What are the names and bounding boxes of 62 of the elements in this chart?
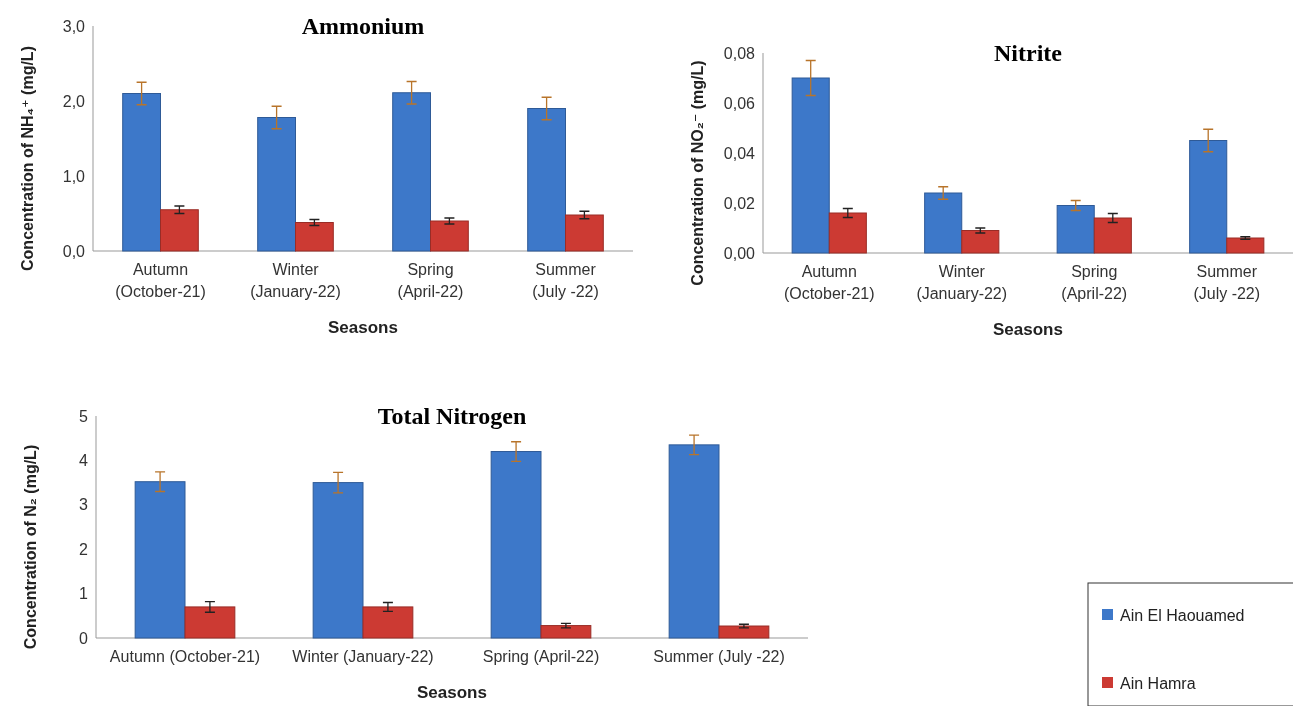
y-tick-label: 2 bbox=[79, 540, 89, 558]
y-tick-label: 0 bbox=[79, 629, 89, 647]
bar bbox=[540, 625, 592, 639]
y-tick-label: 3 bbox=[79, 496, 89, 514]
y-tick-label: 0,02 bbox=[723, 194, 756, 212]
y-axis-title: Concentration of NO₂⁻ (mg/L) bbox=[689, 60, 706, 286]
x-axis-title: Seasons bbox=[993, 320, 1063, 339]
y-tick-label: 1 bbox=[79, 585, 89, 603]
y-tick-label: 0,04 bbox=[723, 144, 756, 162]
chart-title: Total Nitrogen bbox=[377, 403, 527, 429]
bar bbox=[392, 92, 431, 252]
chart-title: Nitrite bbox=[994, 40, 1063, 66]
y-tick-label: 2,0 bbox=[62, 92, 86, 110]
chart-title: Ammonium bbox=[301, 13, 425, 39]
bar bbox=[295, 222, 334, 252]
x-tick-label: Winter (January-22) bbox=[916, 263, 1008, 302]
bar bbox=[1093, 217, 1132, 254]
y-tick-label: 1,0 bbox=[62, 167, 86, 185]
x-tick-label: Autumn (October-21) bbox=[783, 263, 875, 302]
bar bbox=[924, 192, 963, 254]
y-tick-label: 5 bbox=[79, 407, 89, 425]
bar bbox=[362, 606, 414, 639]
x-tick-label: Winter (January-22) bbox=[250, 261, 341, 300]
bar bbox=[1226, 237, 1265, 254]
bar bbox=[961, 230, 1000, 254]
legend-label: Ain El Haouamed bbox=[1120, 606, 1245, 624]
bar bbox=[312, 482, 364, 639]
y-axis-title: Concentration of NH₄⁺ (mg/L) bbox=[19, 46, 36, 271]
x-tick-label: Autumn (October-21) bbox=[109, 648, 261, 665]
x-tick-label: Autumn (October-21) bbox=[115, 261, 206, 300]
bar bbox=[490, 451, 542, 639]
bar bbox=[430, 220, 469, 252]
x-axis-title: Seasons bbox=[417, 683, 487, 702]
bar bbox=[791, 77, 830, 254]
y-tick-label: 0,0 bbox=[62, 242, 86, 260]
x-tick-label: Winter (January-22) bbox=[292, 648, 434, 665]
bar bbox=[828, 212, 867, 254]
bar bbox=[718, 625, 770, 639]
x-tick-label: Summer (July -22) bbox=[1193, 263, 1261, 302]
y-tick-label: 0,06 bbox=[723, 94, 756, 112]
x-tick-label: Spring (April-22) bbox=[1061, 263, 1128, 302]
bar bbox=[1189, 140, 1228, 254]
y-axis-title: Concentration of N₂ (mg/L) bbox=[22, 444, 39, 650]
bar bbox=[122, 93, 161, 252]
x-tick-label: Summer (July -22) bbox=[532, 261, 599, 300]
bar bbox=[565, 214, 604, 252]
bar bbox=[184, 606, 236, 639]
bar bbox=[668, 444, 720, 639]
bar bbox=[257, 117, 296, 252]
y-tick-label: 0,00 bbox=[723, 244, 756, 262]
bar bbox=[527, 108, 566, 252]
bar bbox=[160, 209, 199, 252]
x-tick-label: Spring (April-22) bbox=[482, 648, 600, 665]
bar bbox=[134, 481, 186, 639]
y-tick-label: 0,08 bbox=[723, 44, 756, 62]
bar bbox=[1056, 205, 1095, 254]
x-axis-title: Seasons bbox=[328, 318, 398, 337]
x-tick-label: Spring (April-22) bbox=[397, 261, 464, 300]
x-tick-label: Summer (July -22) bbox=[653, 648, 785, 665]
y-tick-label: 4 bbox=[79, 452, 89, 469]
legend-label: Ain Hamra bbox=[1120, 674, 1196, 692]
y-tick-label: 3,0 bbox=[62, 17, 86, 35]
